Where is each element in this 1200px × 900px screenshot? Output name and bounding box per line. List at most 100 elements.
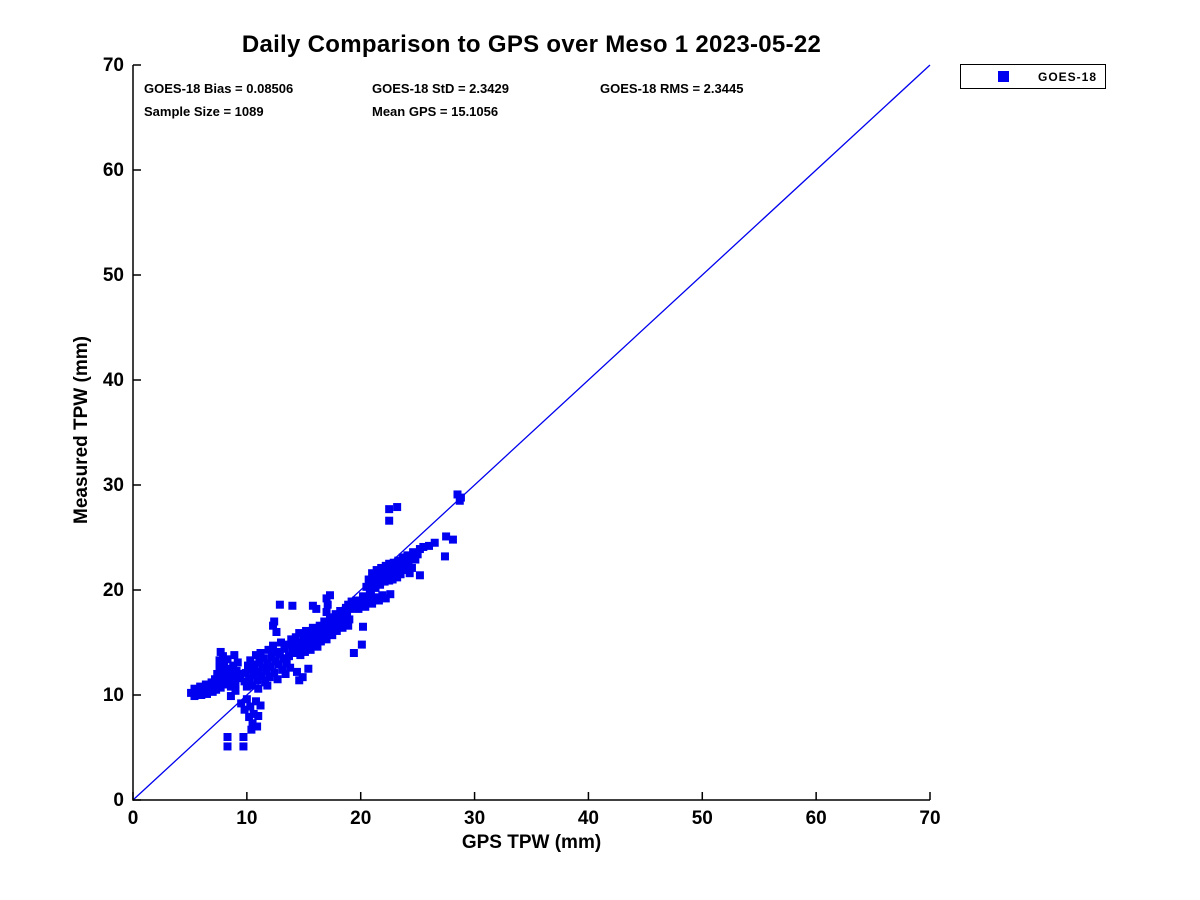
scatter-point	[430, 538, 439, 547]
scatter-point	[347, 597, 356, 606]
scatter-point	[386, 570, 395, 579]
y-tick-label: 0	[113, 790, 124, 811]
scatter-point	[300, 647, 309, 656]
scatter-point	[404, 559, 413, 568]
scatter-point	[284, 652, 293, 661]
scatter-point	[303, 636, 312, 645]
scatter-point	[349, 649, 358, 657]
scatter-point	[380, 577, 389, 586]
scatter-point	[372, 566, 381, 575]
scatter-point	[279, 654, 288, 663]
scatter-point	[389, 558, 398, 567]
scatter-point	[381, 594, 390, 603]
scatter-point	[265, 673, 274, 682]
scatter-point	[210, 675, 219, 684]
scatter-point	[254, 684, 263, 693]
scatter-point	[240, 705, 249, 714]
scatter-point	[315, 621, 324, 630]
scatter-point	[337, 612, 346, 621]
scatter-point	[363, 595, 372, 604]
scatter-point	[395, 565, 404, 573]
x-tick-label: 20	[350, 808, 371, 829]
axes	[132, 64, 931, 801]
scatter-point	[287, 635, 296, 644]
scatter-point	[385, 505, 394, 514]
scatter-point	[322, 594, 331, 603]
scatter-point	[299, 632, 308, 641]
identity-line	[132, 64, 931, 801]
scatter-point	[247, 665, 256, 674]
scatter-point	[349, 601, 358, 610]
scatter-point	[314, 630, 323, 639]
scatter-point	[385, 559, 394, 568]
scatter-point	[283, 640, 292, 649]
scatter-point	[246, 702, 255, 711]
scatter-point	[304, 641, 313, 650]
scatter-point	[343, 611, 352, 620]
y-tick-label: 10	[103, 685, 124, 706]
scatter-point	[215, 663, 224, 672]
scatter-points	[187, 490, 465, 751]
scatter-point	[332, 626, 341, 635]
scatter-point	[259, 654, 268, 663]
scatter-point	[272, 628, 281, 636]
scatter-point	[365, 590, 374, 599]
scatter-point	[308, 623, 317, 632]
scatter-point	[368, 599, 377, 608]
scatter-point	[205, 683, 214, 692]
x-tick-label: 60	[806, 808, 827, 829]
scatter-point	[368, 569, 377, 578]
scatter-point	[323, 600, 332, 609]
scatter-point	[245, 674, 254, 683]
scatter-point	[371, 583, 380, 592]
scatter-point	[357, 640, 366, 649]
scatter-point	[225, 668, 234, 677]
scatter-point	[199, 685, 208, 694]
scatter-point	[338, 623, 347, 632]
scatter-point	[358, 592, 367, 601]
scatter-point	[356, 598, 365, 607]
scatter-point	[220, 660, 229, 669]
scatter-point	[295, 629, 304, 638]
scatter-point	[223, 733, 232, 741]
scatter-point	[304, 664, 313, 673]
scatter-point	[229, 661, 238, 670]
scatter-point	[448, 535, 457, 544]
scatter-point	[364, 575, 373, 584]
scatter-point	[292, 667, 301, 676]
scatter-point	[243, 661, 252, 670]
scatter-point	[386, 590, 395, 599]
scatter-point	[245, 713, 254, 722]
scatter-point	[263, 681, 272, 690]
scatter-point	[251, 651, 260, 660]
scatter-point	[251, 697, 260, 706]
scatter-point	[405, 569, 414, 578]
scatter-point	[277, 638, 286, 647]
scatter-point	[455, 496, 464, 505]
scatter-point	[280, 644, 289, 653]
scatter-point	[376, 580, 385, 589]
scatter-point	[273, 675, 282, 684]
scatter-point	[305, 630, 314, 639]
scatter-point	[274, 660, 283, 669]
scatter-point	[197, 691, 206, 699]
scatter-point	[415, 571, 424, 580]
scatter-point	[322, 635, 331, 644]
chart-title: Daily Comparison to GPS over Meso 1 2023…	[241, 31, 822, 58]
scatter-point	[216, 647, 225, 656]
scatter-point	[406, 554, 415, 563]
scatter-point	[331, 610, 340, 619]
scatter-point	[230, 651, 239, 660]
scatter-point	[345, 615, 354, 624]
scatter-point	[278, 665, 287, 674]
scatter-point	[242, 695, 251, 704]
scatter-point	[241, 668, 250, 677]
stat-bias: GOES-18 Bias = 0.08506	[144, 81, 294, 96]
scatter-point	[440, 552, 449, 561]
scatter-point	[358, 622, 367, 631]
scatter-point	[313, 642, 322, 651]
scatter-point	[231, 686, 240, 695]
scatter-point	[270, 617, 279, 626]
scatter-point	[373, 576, 382, 585]
